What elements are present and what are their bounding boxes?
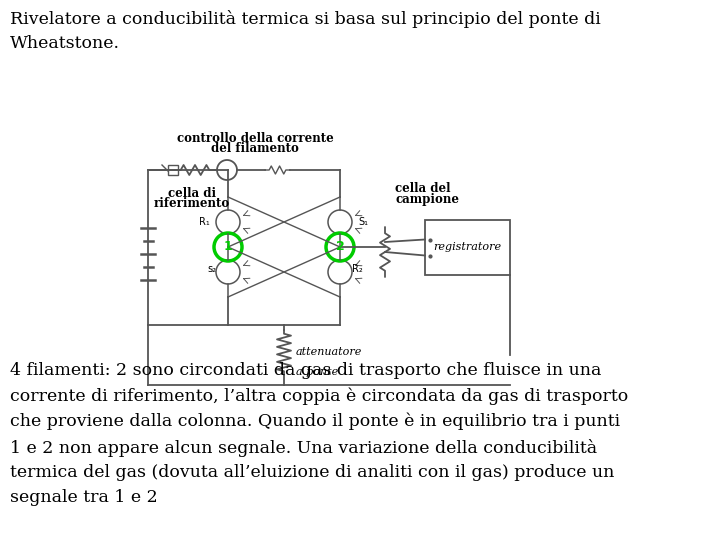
Text: R₁: R₁ bbox=[199, 217, 210, 227]
Text: Rivelatore a conducibilità termica si basa sul principio del ponte di
Wheatstone: Rivelatore a conducibilità termica si ba… bbox=[10, 10, 600, 51]
Text: 2: 2 bbox=[336, 240, 344, 253]
Bar bbox=[168, 165, 178, 175]
Text: 1: 1 bbox=[224, 240, 233, 253]
Text: S₁: S₁ bbox=[358, 217, 368, 227]
Text: s₂: s₂ bbox=[207, 264, 216, 274]
Bar bbox=[425, 220, 510, 275]
Text: controllo della corrente: controllo della corrente bbox=[176, 132, 333, 145]
Text: del filamento: del filamento bbox=[211, 142, 299, 155]
Text: a ponte: a ponte bbox=[296, 367, 338, 377]
Text: R₂: R₂ bbox=[352, 264, 363, 274]
Text: attenuatore: attenuatore bbox=[296, 347, 362, 357]
Text: cella del: cella del bbox=[395, 182, 451, 195]
Text: registratore: registratore bbox=[433, 242, 502, 253]
Text: campione: campione bbox=[395, 193, 459, 206]
Text: cella di: cella di bbox=[168, 187, 216, 200]
Text: 4 filamenti: 2 sono circondati da gas di trasporto che fluisce in una
corrente d: 4 filamenti: 2 sono circondati da gas di… bbox=[10, 362, 629, 506]
Text: riferimento: riferimento bbox=[154, 197, 230, 210]
